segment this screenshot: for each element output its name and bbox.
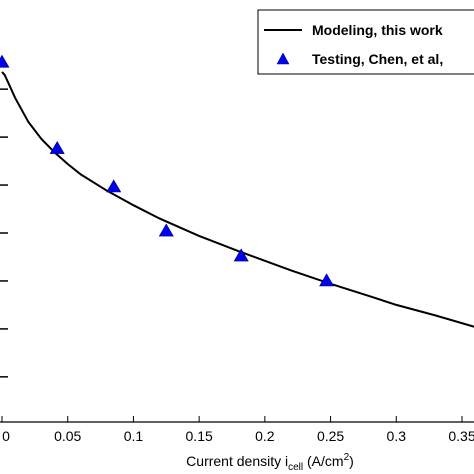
legend: Modeling, this work Testing, Chen, et al… <box>257 9 474 75</box>
x-axis-title-superscript: 2 <box>344 452 350 463</box>
y-ticks <box>0 88 8 378</box>
data-point-triangle <box>49 141 65 154</box>
marker-layer <box>0 54 335 287</box>
x-axis-title-subscript: cell <box>288 462 303 473</box>
x-axis-title-main: Current density i <box>186 453 288 469</box>
x-tick-label: 0.25 <box>317 428 344 444</box>
x-tick-label: 0.05 <box>54 428 81 444</box>
legend-label: Modeling, this work <box>312 22 443 38</box>
legend-triangle-marker <box>276 52 290 65</box>
legend-box <box>257 9 474 75</box>
x-axis-title-unit-close: ) <box>349 453 354 469</box>
x-tick-label: 0.15 <box>186 428 213 444</box>
series-line-modeling <box>1 71 474 328</box>
x-tick-label: 0.35 <box>448 428 474 444</box>
data-point-triangle <box>319 273 335 287</box>
x-tick-label: 0 <box>2 428 10 444</box>
x-axis-title: Current density icell (A/cm2) <box>186 452 354 473</box>
legend-label: Testing, Chen, et al, <box>312 51 443 67</box>
x-tick-label: 0.1 <box>124 428 144 444</box>
x-tick-label: 0.3 <box>387 428 407 444</box>
x-ticks: 0 0.05 0.1 0.15 0.2 0.25 0.3 0.35 <box>1 416 474 444</box>
data-point-triangle <box>158 223 174 237</box>
series-layer <box>1 71 474 328</box>
x-tick-label: 0.2 <box>255 428 275 444</box>
x-axis-title-unit: (A/cm <box>303 453 343 469</box>
data-point-triangle <box>106 179 122 193</box>
data-point-triangle <box>233 248 249 262</box>
data-point-triangle <box>0 54 10 68</box>
